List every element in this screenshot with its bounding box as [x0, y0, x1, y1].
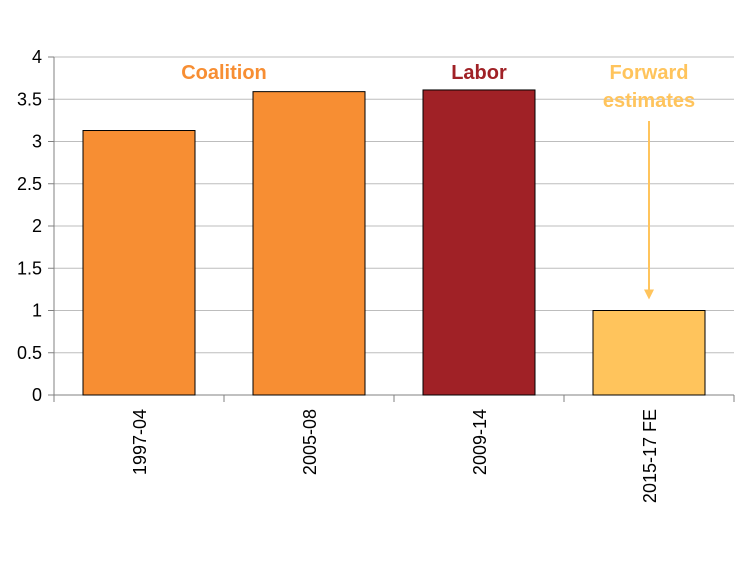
x-tick-label: 2009-14: [470, 409, 490, 475]
annotation-arrow-head: [644, 289, 654, 300]
y-tick-label: 4: [32, 47, 42, 67]
y-tick-label: 0: [32, 385, 42, 405]
bar-1997-04: [82, 130, 196, 396]
x-tick-label: 2015-17 FE: [640, 409, 660, 503]
y-tick-label: 2: [32, 216, 42, 236]
y-tick-label: 1: [32, 301, 42, 321]
bar-2009-14: [422, 89, 536, 396]
annotation-label: Coalition: [181, 62, 267, 84]
y-tick-label: 3: [32, 132, 42, 152]
y-tick-label: 2.5: [17, 174, 42, 194]
x-tick-label: 1997-04: [130, 409, 150, 475]
annotation-label: Forward: [610, 62, 689, 84]
annotation-label: Labor: [451, 62, 507, 84]
x-tick-label: 2005-08: [300, 409, 320, 475]
y-tick-label: 1.5: [17, 258, 42, 278]
bar-2015-17 FE: [592, 310, 706, 396]
y-tick-label: 0.5: [17, 343, 42, 363]
annotation-label: estimates: [603, 90, 695, 112]
bar-2005-08: [252, 91, 366, 396]
y-tick-label: 3.5: [17, 89, 42, 109]
